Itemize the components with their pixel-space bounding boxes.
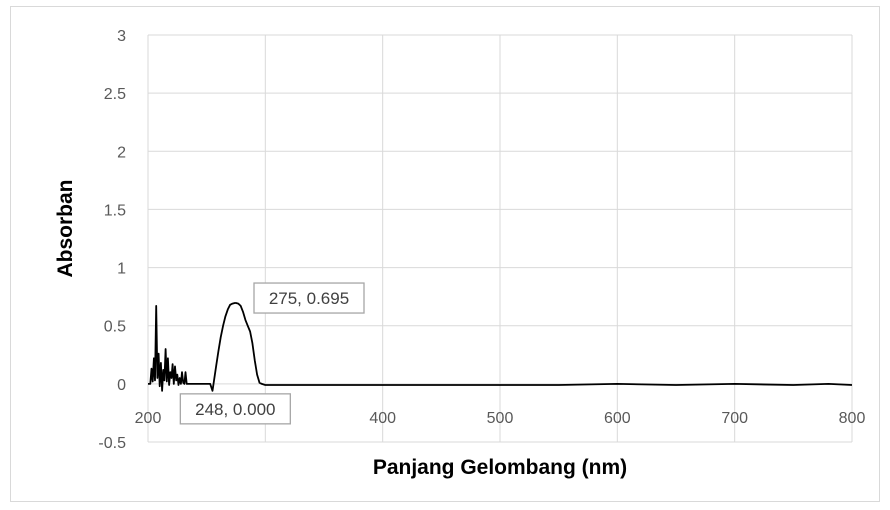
- data-label-box: [253, 282, 365, 314]
- x-tick-label: 800: [839, 410, 866, 427]
- y-tick-label: 0: [117, 377, 126, 394]
- data-label: 275, 0.695: [253, 282, 365, 314]
- y-tick-label: 1.5: [104, 202, 126, 219]
- data-labels: 275, 0.695 248, 0.000: [179, 282, 365, 425]
- y-axis-title: Absorban: [54, 179, 77, 277]
- x-tick-label: 200: [135, 410, 162, 427]
- x-tick-label: 700: [721, 410, 748, 427]
- y-tick-label: 2.5: [104, 86, 126, 103]
- y-tick-label: 1: [117, 261, 126, 278]
- x-tick-label: 400: [369, 410, 396, 427]
- data-label: 248, 0.000: [179, 393, 291, 425]
- y-tick-label: -0.5: [98, 435, 126, 452]
- vertical-gridlines: [147, 35, 853, 442]
- y-tick-label: 0.5: [104, 319, 126, 336]
- y-tick-label: 3: [117, 28, 126, 45]
- x-axis-title: Panjang Gelombang (nm): [373, 456, 627, 479]
- data-label-text: 248, 0.000: [195, 400, 275, 419]
- x-tick-label: 500: [487, 410, 514, 427]
- y-tick-labels: 3 2.5 2 1.5 1 0.5 0 -0.5: [98, 28, 126, 452]
- data-label-box: [179, 393, 291, 425]
- absorbance-series-line: [148, 302, 853, 392]
- data-label-text: 275, 0.695: [269, 289, 349, 308]
- x-tick-label: 600: [604, 410, 631, 427]
- y-tick-label: 2: [117, 144, 126, 161]
